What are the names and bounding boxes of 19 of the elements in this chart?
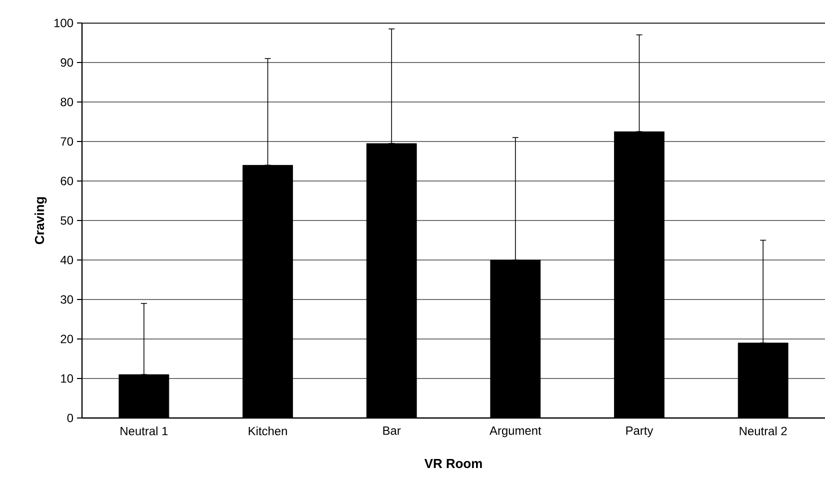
- y-tick-label: 50: [60, 216, 74, 225]
- x-tick-label: Argument: [490, 426, 542, 438]
- y-tick-label: 70: [60, 137, 74, 146]
- x-tick-label: Kitchen: [248, 426, 287, 436]
- y-tick-label: 80: [60, 98, 74, 106]
- x-tick-label: Party: [626, 426, 654, 438]
- y-tick-label: 60: [60, 176, 74, 186]
- y-tick-label: 20: [60, 334, 74, 344]
- y-tick-label: 0: [67, 414, 74, 422]
- y-axis-title: Craving: [34, 197, 47, 244]
- y-tick-label: 40: [60, 256, 74, 264]
- y-tick-label: 30: [60, 295, 74, 304]
- y-tick-label: 10: [61, 374, 74, 383]
- x-axis-title: VR Room: [424, 459, 482, 468]
- x-tick-label: Neutral 1: [120, 426, 168, 436]
- y-tick-label: 100: [54, 18, 74, 28]
- x-tick-label: Bar: [383, 426, 401, 435]
- y-tick-label: 90: [60, 58, 74, 67]
- x-tick-label: Neutral 2: [740, 426, 787, 436]
